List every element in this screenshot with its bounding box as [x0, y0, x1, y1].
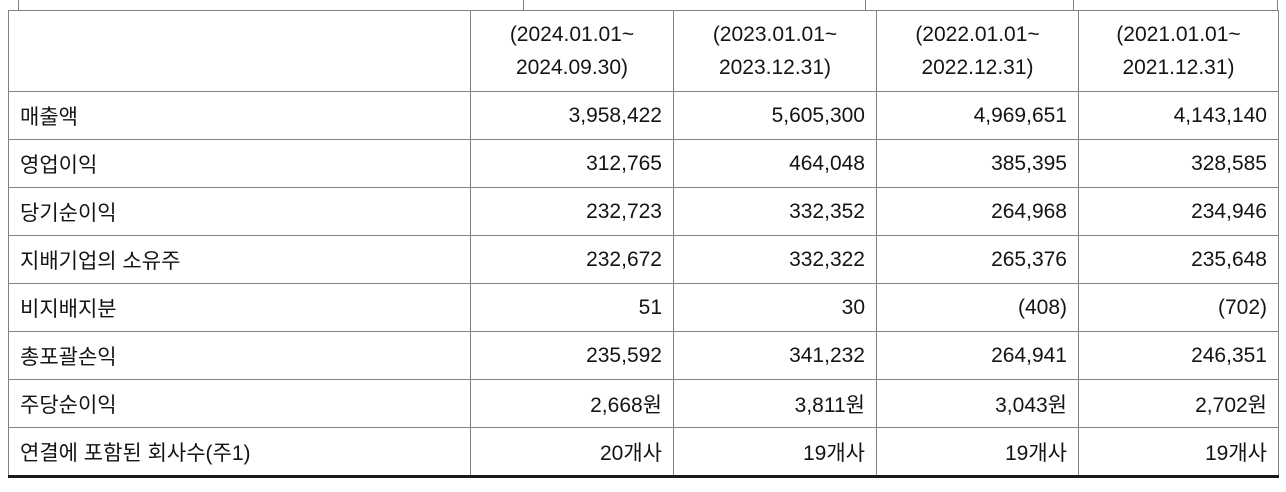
cell-value: 232,723: [470, 187, 674, 236]
cell-value: 3,043원: [876, 379, 1079, 428]
cell-value: 2,702원: [1078, 379, 1279, 428]
financial-summary-table: (2024.01.01~ 2024.09.30) (2023.01.01~ 20…: [8, 10, 1279, 478]
cell-value: (702): [1078, 283, 1279, 332]
table-row-owners-of-parent: 지배기업의 소유주 232,672 332,322 265,376 235,64…: [8, 235, 1279, 284]
table-row-revenue: 매출액 3,958,422 5,605,300 4,969,651 4,143,…: [8, 91, 1279, 140]
header-empty-cell: [8, 10, 471, 92]
header-period-2022: (2022.01.01~ 2022.12.31): [876, 10, 1079, 92]
period-header-row: (2024.01.01~ 2024.09.30) (2023.01.01~ 20…: [8, 10, 1279, 92]
period-line1: (2023.01.01~: [712, 23, 838, 46]
cropped-table-remnant: [0, 0, 1286, 10]
period-line2: 2024.09.30): [515, 56, 629, 79]
period-line1: (2024.01.01~: [509, 23, 635, 46]
header-period-2021: (2021.01.01~ 2021.12.31): [1078, 10, 1279, 92]
cell-value: 19개사: [1078, 427, 1279, 478]
period-line2: 2022.12.31): [921, 56, 1034, 79]
period-line2: 2021.12.31): [1122, 56, 1235, 79]
table-remnant-line: [523, 0, 524, 10]
cell-value: 3,958,422: [470, 91, 674, 140]
row-label: 주당순이익: [8, 379, 471, 428]
cell-value: 5,605,300: [673, 91, 877, 140]
cell-value: 232,672: [470, 235, 674, 284]
row-label: 비지배지분: [8, 283, 471, 332]
cell-value: 235,592: [470, 331, 674, 380]
cell-value: 312,765: [470, 139, 674, 188]
period-line2: 2023.12.31): [718, 56, 832, 79]
cell-value: 19개사: [876, 427, 1079, 478]
cell-value: 4,969,651: [876, 91, 1079, 140]
header-period-2023: (2023.01.01~ 2023.12.31): [673, 10, 877, 92]
period-line1: (2022.01.01~: [915, 23, 1040, 46]
table-remnant-line: [1277, 0, 1278, 10]
cell-value: 3,811원: [673, 379, 877, 428]
header-period-2024: (2024.01.01~ 2024.09.30): [470, 10, 674, 92]
cell-value: 30: [673, 283, 877, 332]
cell-value: 264,968: [876, 187, 1079, 236]
table-row-total-comprehensive-income: 총포괄손익 235,592 341,232 264,941 246,351: [8, 331, 1279, 380]
row-label: 지배기업의 소유주: [8, 235, 471, 284]
cell-value: (408): [876, 283, 1079, 332]
row-label: 영업이익: [8, 139, 471, 188]
cell-value: 4,143,140: [1078, 91, 1279, 140]
cell-value: 385,395: [876, 139, 1079, 188]
row-label: 총포괄손익: [8, 331, 471, 380]
cell-value: 235,648: [1078, 235, 1279, 284]
table-row-earnings-per-share: 주당순이익 2,668원 3,811원 3,043원 2,702원: [8, 379, 1279, 428]
cell-value: 332,352: [673, 187, 877, 236]
cell-value: 341,232: [673, 331, 877, 380]
cell-value: 51: [470, 283, 674, 332]
cell-value: 264,941: [876, 331, 1079, 380]
row-label: 당기순이익: [8, 187, 471, 236]
table-row-net-income: 당기순이익 232,723 332,352 264,968 234,946: [8, 187, 1279, 236]
table-remnant-line: [1073, 0, 1074, 10]
row-label: 연결에 포함된 회사수(주1): [8, 427, 471, 478]
row-label: 매출액: [8, 91, 471, 140]
cell-value: 332,322: [673, 235, 877, 284]
period-line1: (2021.01.01~: [1116, 23, 1241, 46]
cell-value: 265,376: [876, 235, 1079, 284]
table-remnant-line: [865, 0, 866, 10]
cell-value: 246,351: [1078, 331, 1279, 380]
table-row-operating-profit: 영업이익 312,765 464,048 385,395 328,585: [8, 139, 1279, 188]
cell-value: 464,048: [673, 139, 877, 188]
cell-value: 20개사: [470, 427, 674, 478]
cell-value: 234,946: [1078, 187, 1279, 236]
cell-value: 19개사: [673, 427, 877, 478]
table-remnant-line: [18, 0, 19, 10]
cell-value: 2,668원: [470, 379, 674, 428]
table-row-consolidated-companies: 연결에 포함된 회사수(주1) 20개사 19개사 19개사 19개사: [8, 427, 1279, 478]
table-row-non-controlling-interests: 비지배지분 51 30 (408) (702): [8, 283, 1279, 332]
cell-value: 328,585: [1078, 139, 1279, 188]
